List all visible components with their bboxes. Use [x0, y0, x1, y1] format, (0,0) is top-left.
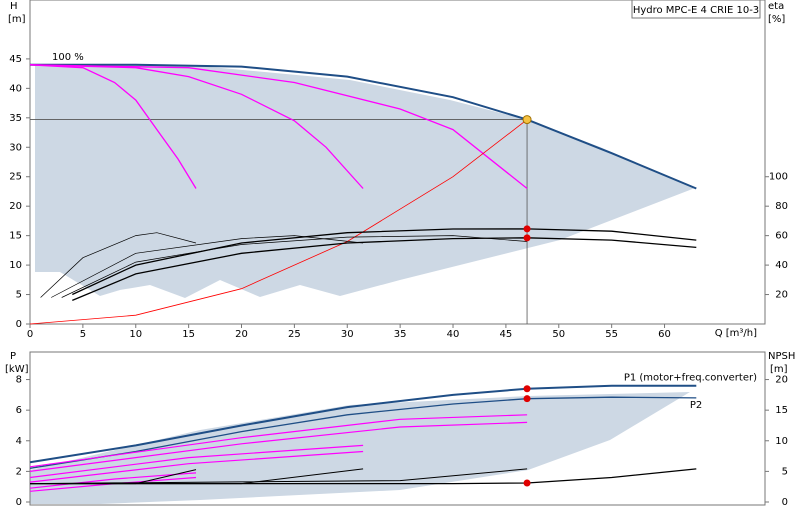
y2-axis-label: eta: [768, 1, 784, 12]
curve: [29, 64, 364, 189]
y2-tick-label: 5: [782, 466, 788, 477]
y2-axis-label: NPSH: [768, 351, 795, 362]
y-tick-label: 0: [16, 319, 22, 330]
title-box: [631, 0, 761, 19]
curve: [29, 468, 528, 485]
y-tick-label: 20: [9, 201, 22, 212]
curve: [40, 232, 197, 298]
y-tick-label: 10: [9, 260, 22, 271]
curve: [30, 63, 697, 190]
y2-tick-label: 60: [775, 231, 788, 242]
y2-tick-label: 10: [775, 436, 788, 447]
x-tick-label: 5: [80, 329, 86, 340]
curve: [29, 384, 697, 464]
operating-range-bottom: [30, 392, 690, 504]
y2-tick-label: 100: [769, 172, 788, 183]
y2-tick-label: 20: [775, 290, 788, 301]
x-tick-label: 10: [129, 329, 142, 340]
x-tick-label: 50: [552, 329, 565, 340]
duty-marker: [523, 385, 531, 393]
y2-tick-label: 0: [782, 497, 788, 508]
curve: [29, 64, 197, 189]
chart-title: Hydro MPC-E 4 CRIE 10-3: [633, 5, 759, 16]
y-tick-label: 35: [9, 113, 22, 124]
y-axis-unit: [m]: [8, 14, 26, 25]
curve: [72, 237, 697, 301]
curve: [29, 414, 528, 468]
y2-axis-unit: [m]: [770, 364, 788, 375]
duty-marker: [523, 234, 531, 242]
curve: [29, 444, 364, 479]
y-tick-label: 6: [16, 405, 22, 416]
curve: [29, 472, 197, 489]
y2-tick-label: 15: [775, 405, 788, 416]
y-tick-label: 40: [9, 83, 22, 94]
x-axis-label: Q [m³/h]: [715, 328, 757, 339]
y-tick-label: 5: [16, 290, 22, 301]
curve: [61, 235, 528, 298]
curve: [29, 450, 364, 483]
y2-axis-unit: [%]: [768, 14, 785, 25]
x-tick-label: 15: [182, 329, 195, 340]
x-tick-label: 40: [447, 329, 460, 340]
y2-tick-label: 40: [775, 260, 788, 271]
y2-tick-label: 20: [775, 375, 788, 386]
x-tick-label: 35: [394, 329, 407, 340]
y-tick-label: 15: [9, 231, 22, 242]
y-tick-label: 30: [9, 142, 22, 153]
y-tick-label: 4: [16, 436, 22, 447]
curve: [29, 64, 528, 190]
curve: [30, 468, 364, 485]
y-axis-label: P: [10, 351, 16, 362]
x-tick-label: 25: [288, 329, 301, 340]
curve: [29, 421, 528, 472]
y-tick-label: 8: [16, 375, 22, 386]
duty-point: [522, 115, 532, 125]
duty-marker: [523, 479, 531, 487]
curve: [51, 235, 364, 298]
series-label: P1 (motor+freq.converter): [624, 373, 757, 384]
curve: [29, 119, 528, 325]
duty-marker: [523, 225, 531, 233]
x-tick-label: 30: [341, 329, 354, 340]
curve: [72, 228, 697, 296]
x-tick-label: 20: [235, 329, 248, 340]
y-tick-label: 0: [16, 497, 22, 508]
series-label: P2: [690, 400, 702, 411]
plot-frame-top: [29, 0, 766, 325]
annotation: 100 %: [52, 52, 84, 63]
y-tick-label: 25: [9, 172, 22, 183]
duty-marker: [523, 395, 531, 403]
x-tick-label: 45: [500, 329, 513, 340]
x-tick-label: 60: [658, 329, 671, 340]
y2-tick-label: 80: [775, 201, 788, 212]
y-tick-label: 2: [16, 466, 22, 477]
curve: [29, 396, 697, 469]
y-tick-label: 45: [9, 54, 22, 65]
y-axis-label: H: [10, 1, 18, 12]
x-tick-label: 55: [605, 329, 618, 340]
y-axis-unit: [kW]: [5, 364, 29, 375]
plot-frame-bottom: [29, 351, 766, 506]
x-tick-label: 0: [27, 329, 33, 340]
